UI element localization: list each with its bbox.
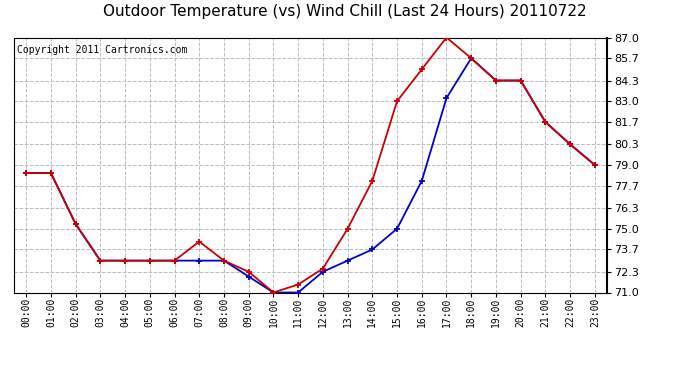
Text: Copyright 2011 Cartronics.com: Copyright 2011 Cartronics.com — [17, 45, 187, 55]
Text: Outdoor Temperature (vs) Wind Chill (Last 24 Hours) 20110722: Outdoor Temperature (vs) Wind Chill (Las… — [104, 4, 586, 19]
